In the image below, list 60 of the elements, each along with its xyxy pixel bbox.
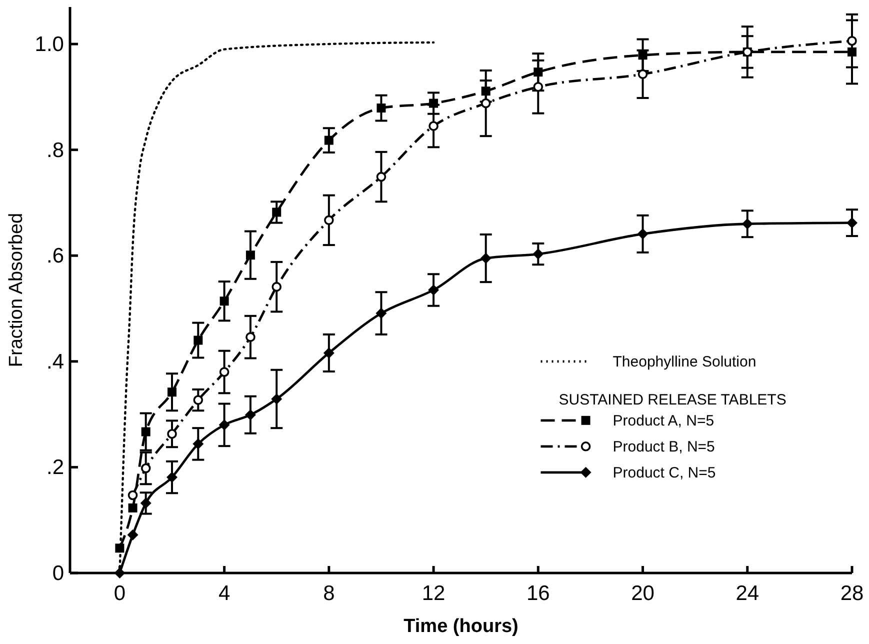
point — [140, 463, 151, 474]
point — [324, 215, 334, 226]
y-tick-label: 0 — [52, 562, 64, 585]
point — [638, 69, 648, 80]
point — [141, 427, 150, 436]
point — [846, 217, 858, 228]
point — [168, 388, 176, 397]
point — [246, 332, 256, 342]
x-axis-title: Time (hours) — [404, 616, 518, 637]
legend-label: Product A, N=5 — [612, 412, 714, 430]
x-tick-label: 4 — [218, 582, 230, 605]
y-tick-label: 1.0 — [34, 33, 64, 56]
point — [115, 544, 124, 553]
point — [847, 36, 857, 46]
x-tick-label: 24 — [736, 582, 760, 605]
point — [193, 395, 204, 405]
legend-label: Theophylline Solution — [612, 353, 756, 370]
y-tick-label: .2 — [46, 456, 64, 480]
x-tick-label: 8 — [323, 582, 335, 605]
point — [167, 428, 177, 439]
point — [127, 529, 138, 540]
legend-label: Product C, N=5 — [612, 464, 716, 482]
y-tick-label: .4 — [46, 350, 64, 374]
y-tick-label: .6 — [46, 244, 64, 268]
point — [272, 282, 282, 292]
point — [246, 250, 255, 260]
point — [480, 252, 492, 264]
point — [428, 284, 440, 296]
point — [324, 136, 334, 145]
x-tick-label: 0 — [114, 582, 126, 605]
point — [218, 419, 230, 430]
point — [244, 409, 256, 420]
point — [128, 490, 138, 500]
point — [533, 82, 544, 92]
point — [480, 98, 491, 108]
point — [323, 347, 334, 358]
point — [192, 438, 204, 450]
point — [428, 121, 438, 131]
legend-title: SUSTAINED RELEASE TABLETS — [558, 391, 786, 408]
x-tick-label: 20 — [631, 582, 654, 605]
point — [637, 228, 648, 240]
point — [219, 367, 230, 377]
x-tick-label: 16 — [526, 582, 550, 605]
point — [220, 296, 229, 306]
legend-label: Product B, N=5 — [612, 438, 715, 456]
point — [376, 104, 386, 113]
point — [376, 308, 387, 319]
point — [271, 393, 282, 404]
x-tick-label: 28 — [840, 582, 864, 605]
point — [532, 248, 544, 260]
point — [742, 218, 753, 230]
point — [166, 472, 178, 483]
point — [376, 172, 386, 182]
point — [128, 503, 138, 512]
x-tick-label: 12 — [422, 582, 446, 605]
point — [194, 336, 203, 345]
point — [140, 498, 152, 509]
y-axis-title: Fraction Absorbed — [6, 212, 27, 368]
y-tick-label: .8 — [46, 138, 64, 162]
point — [272, 208, 282, 217]
